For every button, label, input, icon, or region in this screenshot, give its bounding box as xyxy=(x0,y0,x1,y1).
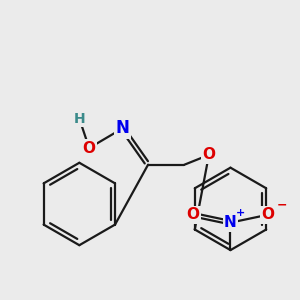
Text: N: N xyxy=(224,215,237,230)
Text: +: + xyxy=(236,208,245,218)
Text: O: O xyxy=(187,207,200,222)
Text: N: N xyxy=(116,119,130,137)
Text: O: O xyxy=(202,147,215,162)
Text: H: H xyxy=(74,112,85,126)
Text: O: O xyxy=(82,140,96,155)
Text: O: O xyxy=(261,207,274,222)
Text: −: − xyxy=(276,199,287,212)
